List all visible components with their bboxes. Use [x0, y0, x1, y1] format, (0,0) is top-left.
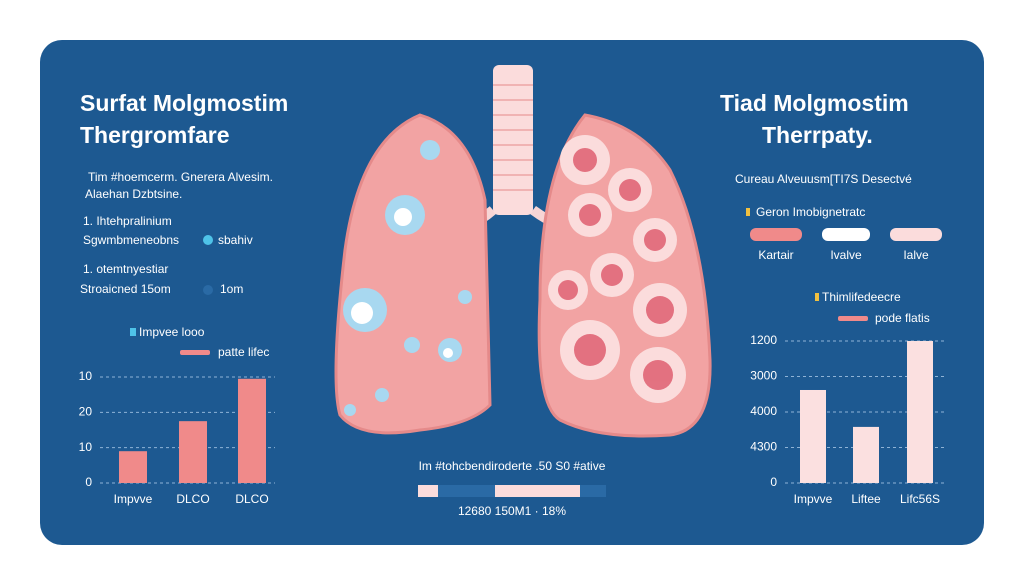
title-line: Tiad Molgmostim	[720, 90, 909, 116]
legend-entry: patte lifec	[218, 345, 269, 359]
y-tick-label: 0	[85, 475, 92, 489]
caption: Im #tohcbendiroderte .50 S0 #ative	[419, 459, 606, 473]
bar	[119, 451, 147, 483]
intro: Tim #hoemcerm. Gnerera Alvesim.	[88, 170, 273, 184]
legend-swatch	[838, 316, 868, 321]
bar	[800, 389, 826, 483]
pill	[822, 228, 870, 241]
item-detail: Sgwmbmeneobns	[83, 233, 179, 247]
pill-label: Ivalve	[830, 248, 862, 262]
x-tick-label: Impvve	[794, 492, 833, 506]
stats: 12680 150M1 · 18%	[458, 504, 566, 518]
title-line: Thergromfare	[80, 122, 230, 148]
pill-label: Kartair	[758, 248, 793, 262]
progress-bar	[418, 485, 606, 497]
panel	[40, 40, 984, 545]
lungs	[334, 65, 712, 438]
pill	[890, 228, 942, 241]
y-tick-label: 0	[770, 475, 777, 489]
legend-entry: pode flatis	[875, 311, 930, 325]
bar	[238, 378, 266, 483]
title-line: Therrpaty.	[762, 122, 873, 148]
item-heading: 1. Ihtehpralinium	[83, 214, 172, 228]
y-tick-label: 4000	[750, 404, 777, 418]
title-line: Surfat Molgmostim	[80, 90, 288, 116]
bar	[853, 426, 879, 483]
bar	[907, 341, 933, 483]
pill	[750, 228, 802, 241]
dot	[203, 235, 213, 245]
legend-title: Geron Imobignetratc	[756, 205, 865, 219]
y-tick-label: 3000	[750, 369, 777, 383]
legend-entry: Thimlifedeecre	[822, 290, 901, 304]
legend-swatch	[746, 208, 750, 216]
item-detail: sbahiv	[218, 233, 253, 247]
y-tick-label: 10	[79, 440, 93, 454]
item-detail: Stroaicned 15om	[80, 282, 171, 296]
y-tick-label: 1200	[750, 333, 777, 347]
y-tick-label: 20	[79, 405, 93, 419]
dot	[203, 285, 213, 295]
y-tick-label: 10	[79, 369, 93, 383]
intro: Alaehan Dzbtsine.	[85, 187, 182, 201]
pill-label: Ialve	[903, 248, 929, 262]
item-detail: 1om	[220, 282, 243, 296]
legend-entry: Impvee looo	[139, 325, 205, 339]
legend-swatch	[180, 350, 210, 355]
intro: Cureau Alveuusm[TI7S Desectvé	[735, 172, 912, 186]
legend-swatch	[130, 328, 136, 336]
x-tick-label: Lifc56S	[900, 492, 940, 506]
x-tick-label: Liftee	[851, 492, 881, 506]
y-tick-label: 4300	[750, 440, 777, 454]
bar	[179, 421, 207, 483]
x-tick-label: DLCO	[235, 492, 268, 506]
item-heading: 1. otemtnyestiar	[83, 262, 168, 276]
legend-swatch	[815, 293, 819, 301]
x-tick-label: DLCO	[176, 492, 209, 506]
x-tick-label: Impvve	[114, 492, 153, 506]
